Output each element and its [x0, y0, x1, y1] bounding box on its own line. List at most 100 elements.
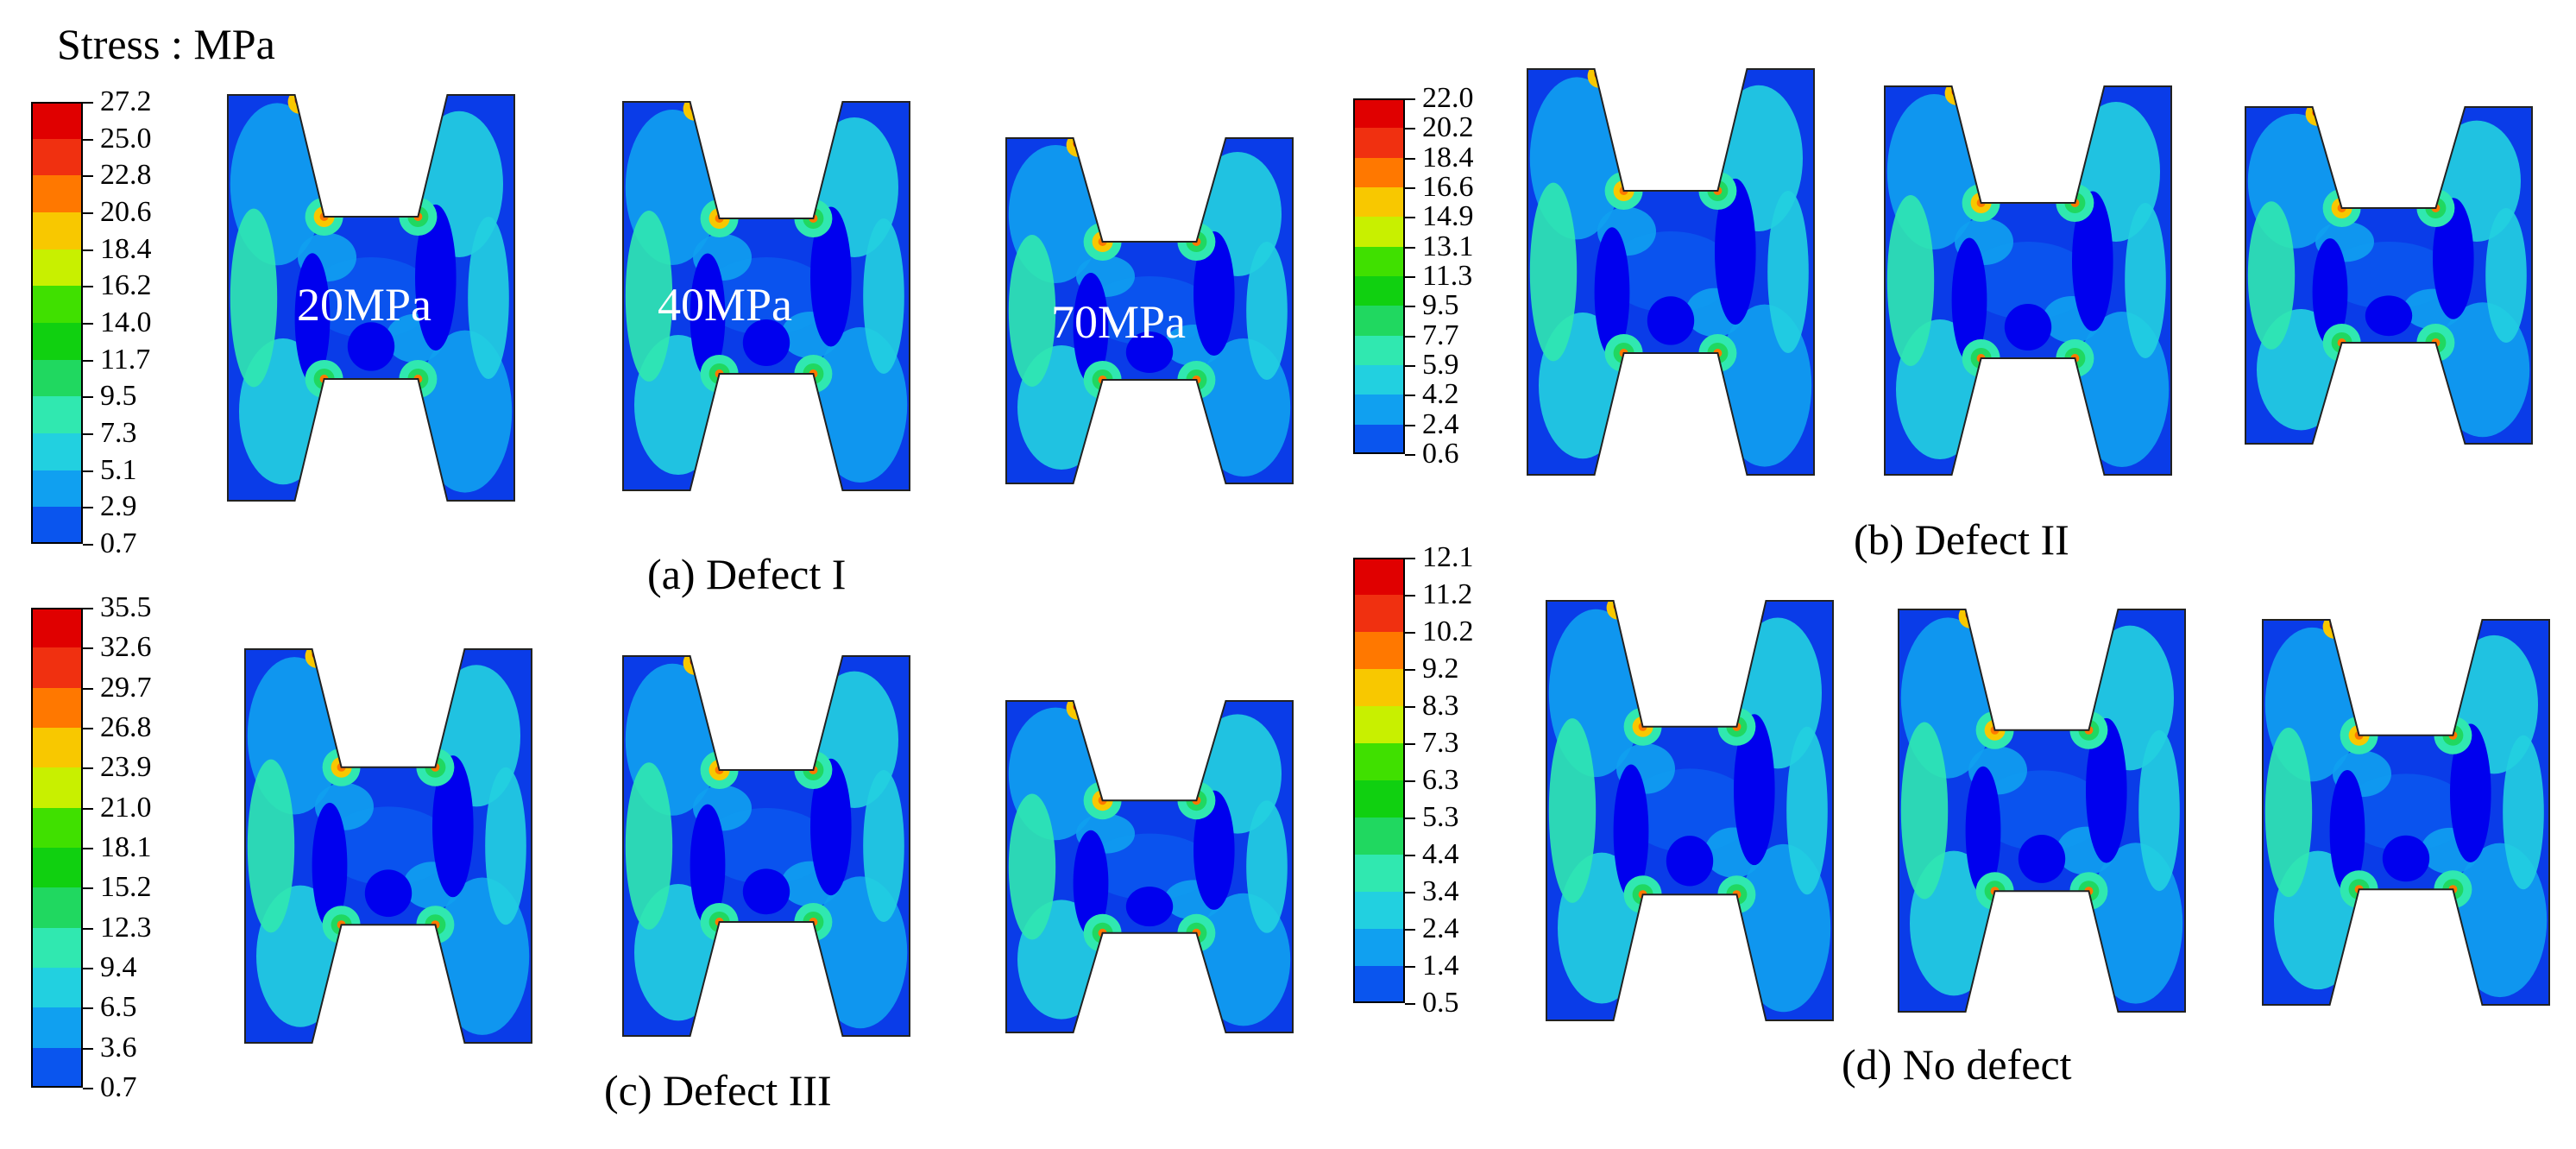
- caption-defect-3: (c) Defect III: [604, 1066, 832, 1114]
- specimen-outline: [1898, 609, 2186, 1013]
- stress-contour-low: [1734, 714, 1775, 866]
- colorbar-tick-label: 27.2: [100, 85, 152, 117]
- stress-contour-low: [690, 804, 726, 926]
- stress-field: [2245, 107, 2532, 444]
- colorbar-tick-label: 7.7: [1422, 319, 1459, 351]
- colorbar-tick-label: 2.4: [1422, 912, 1459, 944]
- specimen-outline: [1005, 137, 1294, 484]
- colorbar-frame: [1353, 558, 1405, 1003]
- colorbar-tick-label: 0.7: [100, 527, 137, 559]
- colorbar-tick-label: 16.6: [1422, 171, 1474, 203]
- specimen-outline: [2262, 619, 2550, 1006]
- colorbar-tick: [83, 102, 93, 104]
- colorbar-tick-label: 2.9: [100, 490, 137, 523]
- stress-contour: [485, 767, 526, 925]
- stress-contour: [863, 770, 904, 922]
- colorbar-tick-label: 12.1: [1422, 541, 1474, 573]
- colorbar-band: [1353, 818, 1405, 855]
- colorbar-tick: [83, 212, 93, 214]
- stress-contour-low: [1594, 227, 1630, 357]
- colorbar-tick: [1405, 966, 1415, 968]
- stress-field: [2263, 620, 2549, 1005]
- specimen-outline: [622, 655, 910, 1037]
- colorbar-tick: [83, 927, 93, 930]
- colorbar-frame: [1353, 98, 1405, 454]
- stress-contour: [1548, 718, 1597, 903]
- stress-contour-low: [2382, 835, 2430, 882]
- stress-contour: [1767, 191, 1809, 353]
- colorbar-tick: [83, 887, 93, 890]
- stress-contour-low: [2072, 191, 2113, 331]
- colorbar-tick-label: 5.1: [100, 453, 137, 486]
- colorbar-tick: [83, 608, 93, 609]
- colorbar-tick: [83, 470, 93, 472]
- stress-concentration: [2322, 620, 2347, 639]
- stress-contour-low: [690, 253, 726, 378]
- colorbar-tick-label: 9.2: [1422, 653, 1459, 685]
- colorbar-tick: [1405, 217, 1415, 219]
- stress-contour-low: [2365, 295, 2413, 337]
- stress-contour: [1900, 722, 1949, 900]
- specimen-outline: [1527, 68, 1815, 476]
- stress-contour-low: [1073, 830, 1109, 937]
- colorbar-tick-label: 6.5: [100, 991, 137, 1024]
- colorbar-tick: [1405, 276, 1415, 278]
- specimen-outline: [1884, 85, 2172, 476]
- stress-contour-low: [2004, 304, 2052, 350]
- stress-contour-low: [1666, 836, 1714, 887]
- stress-contour: [1008, 793, 1056, 940]
- colorbar-tick: [1405, 306, 1415, 308]
- colorbar-tick: [1405, 187, 1415, 189]
- colorbar-tick-label: 12.3: [100, 911, 152, 944]
- colorbar-frame: [31, 102, 83, 544]
- stress-concentration: [1606, 601, 1631, 620]
- stress-contour-low: [742, 319, 790, 366]
- stress-contour-low: [810, 758, 852, 896]
- stress-field: [623, 656, 910, 1036]
- specimen-defect1-70mpa: [1005, 137, 1294, 484]
- specimen-defect3-2: [622, 655, 910, 1037]
- colorbar-tick-label: 3.6: [100, 1031, 137, 1064]
- stress-contour: [247, 759, 295, 933]
- colorbar-tick-label: 5.3: [1422, 801, 1459, 833]
- colorbar-tick: [1405, 128, 1415, 130]
- colorbar-tick-label: 0.7: [100, 1071, 137, 1103]
- stress-field: [1885, 86, 2171, 475]
- stress-contour: [2264, 727, 2313, 898]
- colorbar-band: [31, 927, 83, 968]
- colorbar-tick: [1405, 98, 1415, 100]
- colorbar-tick-label: 10.2: [1422, 616, 1474, 647]
- specimen-outline: [244, 648, 532, 1044]
- colorbar-tick: [1405, 454, 1415, 456]
- colorbar-tick-label: 15.2: [100, 871, 152, 904]
- colorbar-tick-label: 2.4: [1422, 407, 1459, 440]
- stress-contour-low: [415, 204, 457, 351]
- colorbar-tick-label: 16.2: [100, 269, 152, 302]
- colorbar-tick-label: 14.0: [100, 306, 152, 338]
- colorbar-tick: [83, 175, 93, 178]
- specimen-nodefect-2: [1898, 609, 2186, 1013]
- colorbar-tick: [83, 1007, 93, 1010]
- colorbar-tick-label: 35.5: [100, 591, 152, 623]
- colorbar-tick: [1405, 780, 1415, 782]
- colorbar-tick-label: 6.3: [1422, 764, 1459, 796]
- stress-contour-low: [1647, 296, 1695, 345]
- colorbar-band: [31, 175, 83, 212]
- colorbar-tick: [1405, 929, 1415, 931]
- specimen-nodefect-3: [2262, 619, 2550, 1006]
- colorbar-tick: [83, 359, 93, 362]
- colorbar-tick-label: 3.4: [1422, 875, 1459, 907]
- stress-concentration: [287, 95, 312, 114]
- specimen-defect2-2: [1884, 85, 2172, 476]
- colorbar-tick-label: 26.8: [100, 711, 152, 743]
- colorbar-tick-label: 0.6: [1422, 438, 1459, 470]
- colorbar-tick-label: 7.3: [1422, 727, 1459, 759]
- stress-contour: [1246, 800, 1288, 933]
- specimen-outline: [622, 101, 910, 491]
- colorbar-band: [31, 138, 83, 176]
- stress-contour: [2138, 729, 2180, 892]
- caption-defect-2: (b) Defect II: [1854, 515, 2069, 564]
- colorbar-tick: [1405, 424, 1415, 426]
- colorbar-tick: [83, 396, 93, 399]
- stress-contour-low: [1965, 766, 2001, 895]
